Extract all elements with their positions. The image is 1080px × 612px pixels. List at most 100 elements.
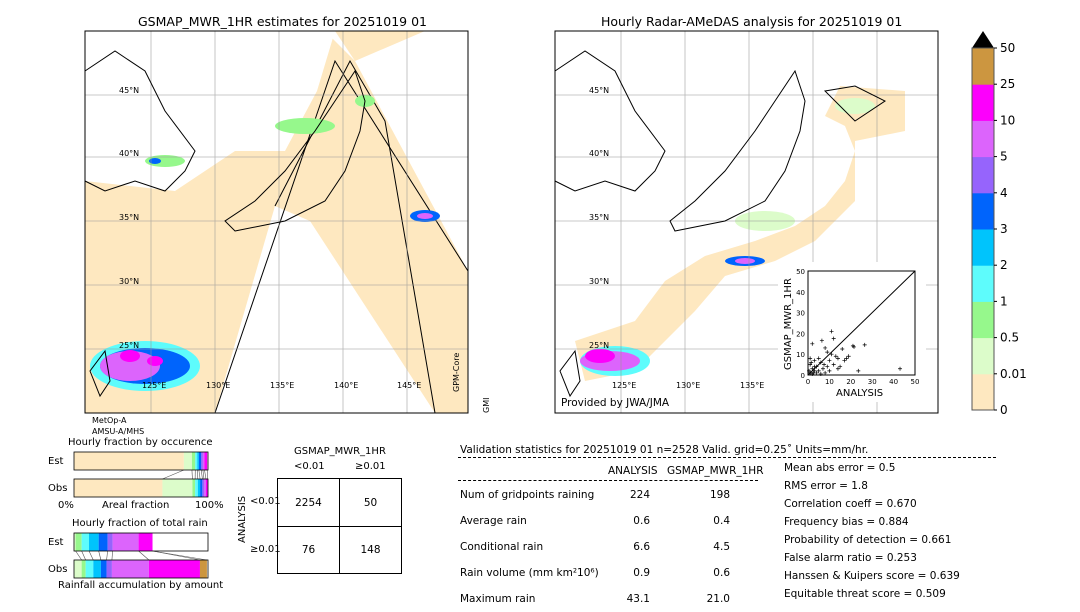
score-line: Hanssen & Kuipers score = 0.639	[784, 570, 960, 582]
colorbar-segment	[972, 192, 994, 230]
bar-segment	[112, 533, 139, 551]
connector-line	[75, 550, 82, 561]
colorbar-segment	[972, 156, 994, 194]
lon-label: 135°E	[740, 381, 765, 390]
bar-segment	[204, 452, 208, 470]
bar-segment	[202, 479, 204, 497]
occurrence-xlabel: Areal fraction	[102, 500, 170, 511]
bar-segment	[89, 533, 99, 551]
bar-segment	[148, 560, 200, 578]
colorbar-tick-label: 1	[1000, 294, 1008, 308]
analysis-coverage	[575, 86, 905, 381]
scatter-point	[856, 368, 861, 373]
stats-header: Validation statistics for 20251019 01 n=…	[460, 444, 869, 456]
score-line: RMS error = 1.8	[784, 480, 868, 492]
bar-frame	[73, 451, 209, 471]
x-tick-label: 20	[846, 378, 855, 386]
scatter-point	[835, 356, 840, 361]
occurrence-obs-label: Obs	[48, 483, 68, 494]
colorbar-tick-label: 4	[1000, 186, 1008, 200]
x-tick-label: 30	[868, 378, 877, 386]
total-obs-label: Obs	[48, 564, 68, 575]
no-data-gap	[355, 31, 468, 271]
colorbar-tick-label: 0	[1000, 403, 1008, 417]
bar-segment	[195, 479, 198, 497]
total-rain-chart	[73, 532, 209, 579]
stats-analysis-value: 0.9	[633, 567, 650, 579]
lat-label: 30°N	[589, 277, 610, 286]
connector-line	[106, 550, 108, 561]
lon-label: 130°E	[676, 381, 701, 390]
x-tick-label: 50	[911, 378, 920, 386]
colorbar-tick-label: 0.01	[1000, 367, 1027, 381]
axis-tick-100: 100%	[195, 500, 224, 511]
scatter-point	[823, 345, 828, 350]
scatter-point	[810, 341, 815, 346]
diagonal-line	[807, 270, 916, 376]
colorbar-segment	[972, 229, 994, 266]
contingency-cell: 148	[339, 526, 402, 574]
score-line: Probability of detection = 0.661	[784, 534, 952, 546]
colorbar-tick-label: 50	[1000, 41, 1015, 55]
bar-segment	[191, 452, 196, 470]
divider	[458, 480, 758, 481]
stats-analysis-value: 43.1	[626, 593, 650, 605]
connector-line	[88, 550, 94, 561]
scatter-point	[831, 336, 836, 341]
col-header-analysis: ANALYSIS	[608, 465, 658, 477]
bar-segment	[192, 479, 196, 497]
total-rain-xlabel: Rainfall accumulation by amount	[58, 580, 224, 591]
lat-label: 35°N	[589, 213, 610, 222]
scatter-point	[835, 366, 840, 371]
colorbar-segment	[972, 301, 994, 339]
lat-label: 35°N	[119, 213, 140, 222]
stats-gsmap-value: 198	[709, 489, 730, 501]
bar-segment	[93, 560, 101, 578]
scatter-point	[831, 362, 836, 367]
x-tick-label: 10	[825, 378, 834, 386]
col-label: <0.01	[294, 461, 325, 472]
lon-label: 130°E	[206, 381, 231, 390]
sensor-label: GPM-Core	[452, 352, 461, 392]
stats-gsmap-value: 4.5	[713, 541, 730, 553]
score-line: False alarm ratio = 0.253	[784, 552, 917, 564]
scatter-point	[818, 360, 823, 365]
bar-segment	[74, 560, 82, 578]
scatter-point	[809, 360, 814, 365]
bar-frame	[73, 478, 209, 498]
total-est-label: Est	[48, 537, 64, 548]
connector-line	[162, 469, 184, 480]
scatter-point	[820, 366, 825, 371]
y-tick-label: 20	[796, 330, 805, 338]
y-tick-label: 0	[801, 372, 805, 380]
scatter-point	[840, 347, 845, 351]
contingency-cell: 50	[339, 478, 402, 527]
scatter-point	[838, 364, 843, 369]
left-map-title: GSMAP_MWR_1HR estimates for 20251019 01	[138, 14, 427, 29]
scatter-point	[822, 362, 827, 367]
bar-segment	[197, 452, 199, 470]
divider	[458, 457, 996, 458]
stats-gsmap-value: 21.0	[706, 593, 730, 605]
connector-line	[206, 469, 209, 480]
stats-analysis-value: 0.6	[633, 515, 650, 527]
scatter-point	[827, 358, 832, 363]
bar-segment	[205, 479, 208, 497]
colorbar-segment	[972, 84, 994, 121]
lat-label: 45°N	[119, 86, 140, 95]
lat-label: 40°N	[119, 149, 140, 158]
bar-segment	[75, 533, 82, 551]
total-rain-title: Hourly fraction of total rain	[72, 518, 208, 529]
bar-segment	[138, 533, 153, 551]
y-tick-label: 50	[796, 268, 805, 276]
row-label: ≥0.01	[250, 544, 281, 555]
connector-line	[152, 550, 207, 561]
scatter-point	[823, 370, 828, 375]
row-label: <0.01	[250, 496, 281, 507]
scatter-point	[842, 358, 847, 363]
contingency-cell: 2254	[277, 478, 340, 527]
connector-line	[204, 469, 207, 480]
scatter-ylabel: GSMAP_MWR_1HR	[783, 278, 794, 370]
lon-label: 140°E	[334, 381, 359, 390]
scatter-point	[808, 356, 813, 361]
